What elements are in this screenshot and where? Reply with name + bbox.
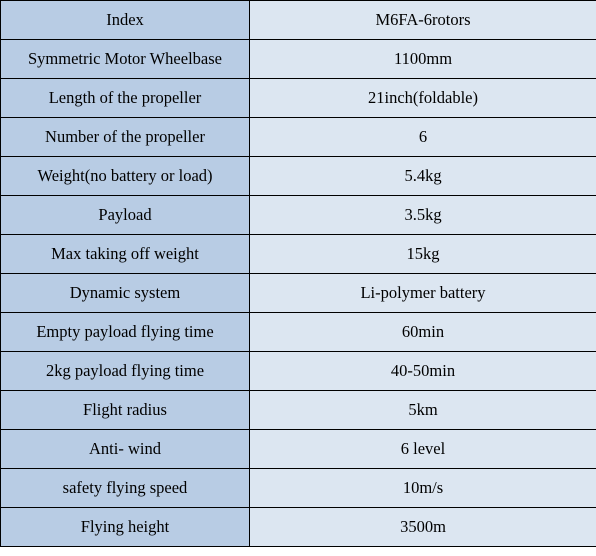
spec-value-cell: 3500m — [249, 507, 596, 547]
table-row: safety flying speed 10m/s — [0, 468, 596, 508]
spec-value-cell: 40-50min — [249, 351, 596, 391]
table-row: 2kg payload flying time 40-50min — [0, 351, 596, 391]
spec-value-cell: 15kg — [249, 234, 596, 274]
spec-value-cell: 6 — [249, 117, 596, 157]
table-row: Flight radius 5km — [0, 390, 596, 430]
spec-key-cell: Dynamic system — [0, 273, 250, 313]
header-key-cell: Index — [0, 0, 250, 40]
spec-key-cell: Payload — [0, 195, 250, 235]
table-row: Payload 3.5kg — [0, 195, 596, 235]
spec-key-cell: Flying height — [0, 507, 250, 547]
spec-key-cell: Number of the propeller — [0, 117, 250, 157]
spec-key-cell: Symmetric Motor Wheelbase — [0, 39, 250, 79]
table-row: Symmetric Motor Wheelbase 1100mm — [0, 39, 596, 79]
spec-value-cell: 21inch(foldable) — [249, 78, 596, 118]
spec-key-cell: safety flying speed — [0, 468, 250, 508]
header-value-cell: M6FA-6rotors — [249, 0, 596, 40]
spec-value-cell: 5km — [249, 390, 596, 430]
spec-value-cell: 5.4kg — [249, 156, 596, 196]
table-header-row: Index M6FA-6rotors — [0, 0, 596, 40]
spec-key-cell: Anti- wind — [0, 429, 250, 469]
spec-value-cell: 3.5kg — [249, 195, 596, 235]
spec-key-cell: 2kg payload flying time — [0, 351, 250, 391]
table-row: Empty payload flying time 60min — [0, 312, 596, 352]
spec-value-cell: 60min — [249, 312, 596, 352]
spec-key-cell: Length of the propeller — [0, 78, 250, 118]
table-row: Max taking off weight 15kg — [0, 234, 596, 274]
spec-key-cell: Weight(no battery or load) — [0, 156, 250, 196]
table-row: Number of the propeller 6 — [0, 117, 596, 157]
spec-key-cell: Max taking off weight — [0, 234, 250, 274]
spec-value-cell: 6 level — [249, 429, 596, 469]
spec-key-cell: Flight radius — [0, 390, 250, 430]
spec-value-cell: 10m/s — [249, 468, 596, 508]
spec-value-cell: Li-polymer battery — [249, 273, 596, 313]
spec-key-cell: Empty payload flying time — [0, 312, 250, 352]
table-row: Anti- wind 6 level — [0, 429, 596, 469]
table-row: Dynamic system Li-polymer battery — [0, 273, 596, 313]
spec-value-cell: 1100mm — [249, 39, 596, 79]
table-row: Length of the propeller 21inch(foldable) — [0, 78, 596, 118]
table-row: Weight(no battery or load) 5.4kg — [0, 156, 596, 196]
table-row: Flying height 3500m — [0, 507, 596, 547]
